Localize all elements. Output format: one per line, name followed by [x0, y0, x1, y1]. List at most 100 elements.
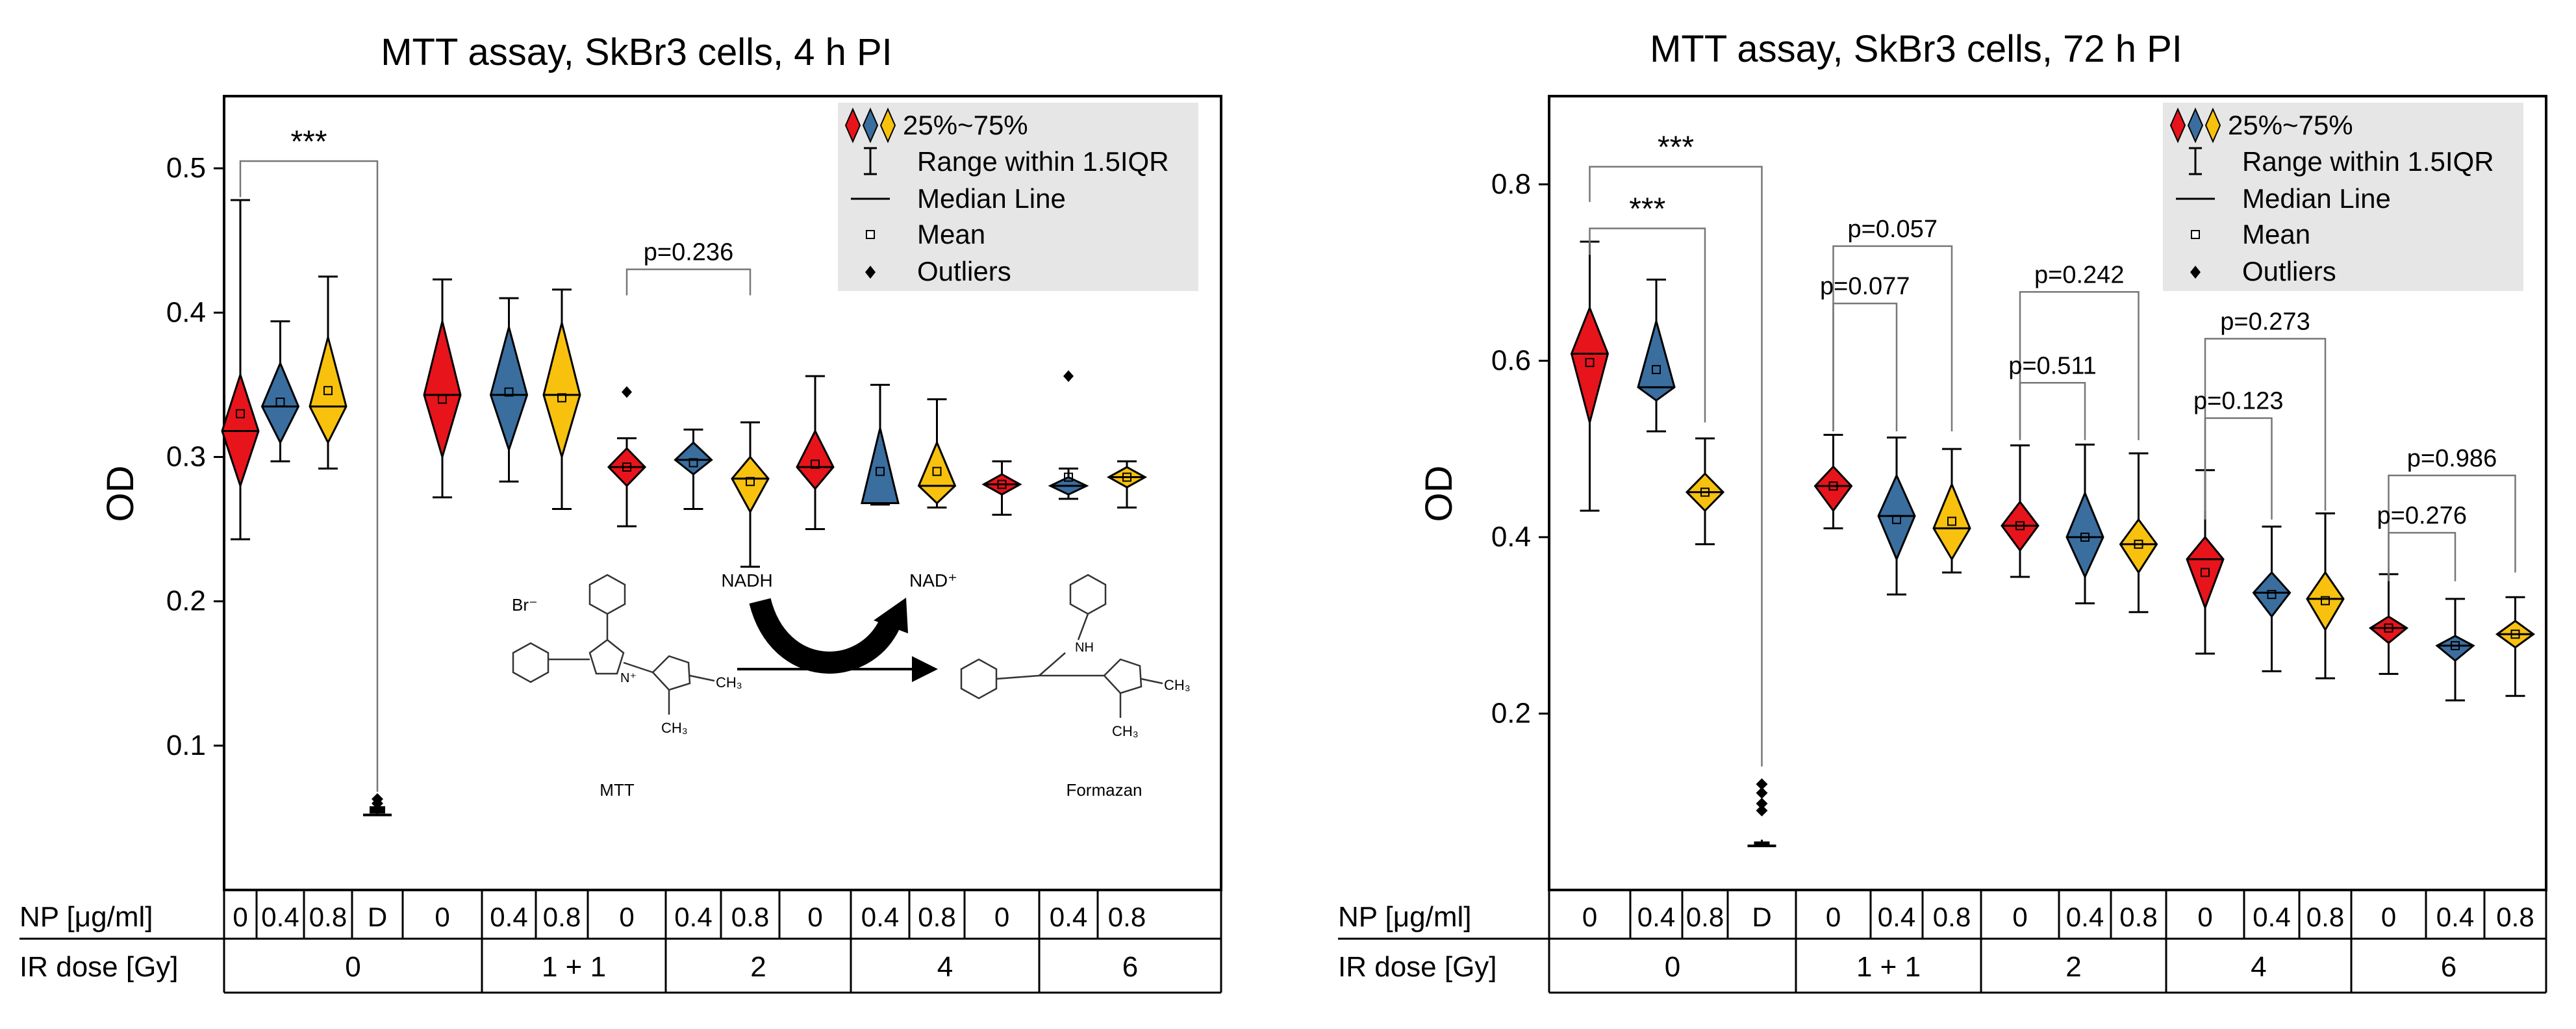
formazan-methyl-label: CH₃	[1112, 723, 1139, 739]
mean-marker	[504, 387, 514, 397]
mean-marker	[2321, 596, 2330, 605]
nadh-curved-arrowhead-icon	[874, 598, 908, 633]
violin-body	[1932, 481, 1971, 561]
ir-cell-label: 4	[937, 951, 953, 983]
np-cell-label: 0.8	[2119, 902, 2157, 932]
np-cell-label: 0.8	[2306, 902, 2344, 932]
mean-marker	[932, 466, 942, 476]
violin-body	[2065, 490, 2104, 579]
significance-label: p=0.236	[644, 239, 733, 266]
violin-body	[1570, 305, 1610, 427]
mean-marker	[2015, 521, 2025, 531]
significance-label: p=0.077	[1820, 273, 1910, 300]
legend-range-label: Range within 1.5IQR	[917, 146, 1169, 177]
legend-outlier-icon	[2190, 266, 2201, 279]
violin-blue	[2435, 598, 2475, 702]
y-tick-label: 0.3	[166, 440, 206, 472]
violin-black	[1747, 778, 1776, 848]
np-cell-label: 0	[2012, 902, 2027, 932]
violin-body	[2119, 518, 2158, 574]
mean-marker	[557, 393, 566, 403]
legend-mean-label: Mean	[917, 219, 985, 249]
ir-cell-label: 1 + 1	[542, 951, 606, 983]
mtt-methyl-label: CH₃	[716, 674, 742, 691]
violin-body	[423, 321, 462, 461]
violin-body	[309, 333, 347, 445]
np-cell-label: 0	[1826, 902, 1841, 932]
ir-cell-label: 2	[2065, 951, 2081, 983]
legend-diamond-yellow-icon	[2204, 107, 2221, 144]
violin-red	[1570, 240, 1610, 512]
significance-bracket: ***	[239, 125, 379, 792]
formazan-phenyl-left	[960, 658, 998, 700]
violin-red	[2368, 573, 2409, 675]
significance-label: p=0.276	[2377, 502, 2467, 529]
mean-marker	[2510, 629, 2520, 639]
legend-box-label: 25%~75%	[903, 110, 1028, 140]
mtt-label: MTT	[600, 780, 635, 800]
mean-marker	[688, 458, 698, 468]
significance-label: ***	[290, 125, 327, 159]
outlier-point	[1756, 797, 1768, 809]
mtt-n-plus-label: N⁺	[620, 671, 637, 685]
bracket-line	[1589, 227, 1706, 423]
formazan-bond	[996, 674, 1040, 680]
bracket-line	[2204, 338, 2327, 511]
legend-outlier-icon	[865, 266, 876, 279]
outlier-point	[1756, 804, 1768, 817]
bracket-line	[2204, 417, 2273, 520]
violin-body	[2306, 570, 2345, 632]
significance-label: p=0.123	[2193, 388, 2283, 415]
formazan-bond	[1039, 652, 1066, 676]
violin-blue	[861, 383, 900, 506]
legend-outliers-label: Outliers	[917, 256, 1011, 286]
legend-outliers-label: Outliers	[2242, 256, 2336, 286]
legend-mean-icon	[866, 230, 875, 239]
bracket-line	[1589, 166, 1763, 767]
legend-median-label: Median Line	[917, 183, 1066, 214]
category-table: NP [μg/ml]IR dose [Gy]0 0.4 0.8 D 0 0.4 0.8 0 0.…	[1338, 890, 2547, 994]
formazan-bond	[1141, 678, 1163, 685]
violin-body	[260, 361, 300, 445]
np-cell-label: 0.8	[731, 902, 769, 932]
mean-marker	[1064, 472, 1073, 482]
y-axis-label-right: OD	[1418, 466, 1460, 522]
mean-marker	[1652, 364, 1661, 374]
significance-label: ***	[1658, 131, 1694, 165]
significance-label: p=0.511	[2008, 352, 2097, 379]
np-cell-label: 0	[2197, 902, 2212, 932]
np-cell-label: 0.8	[1108, 902, 1146, 932]
bracket-line	[2388, 531, 2456, 581]
significance-bracket: p=0.242	[2019, 261, 2140, 440]
formazan-nh-label: NH	[1075, 641, 1094, 655]
ir-cell-label: 2	[750, 951, 766, 983]
bracket-line	[2019, 291, 2140, 440]
legend-mean-icon	[2191, 230, 2200, 239]
ir-cell-label: 0	[1665, 951, 1680, 983]
np-cell-label: 0	[1582, 902, 1597, 932]
box	[1754, 841, 1770, 846]
outlier-point	[1756, 778, 1768, 791]
legend-diamond-blue-icon	[862, 107, 879, 144]
mean-marker	[746, 477, 755, 487]
np-cell-label: D	[368, 902, 387, 932]
ir-cell-label: 6	[1122, 951, 1138, 983]
ir-cell-label: 0	[345, 951, 360, 983]
y-tick-label: 0.2	[166, 585, 206, 617]
violin-yellow	[2495, 596, 2536, 697]
mean-marker	[2451, 641, 2460, 650]
np-cell-label: 0.8	[543, 902, 581, 932]
mtt-bond	[623, 661, 653, 674]
legend-right: 25%~75% Range within 1.5IQR Median Line …	[2163, 103, 2523, 291]
np-cell-label: 0.4	[1878, 902, 1915, 932]
violin-black	[363, 793, 392, 817]
mean-marker	[2267, 590, 2277, 600]
violin-yellow	[1106, 460, 1148, 509]
ir-row-header: IR dose [Gy]	[1338, 951, 1497, 983]
mean-marker	[1585, 358, 1595, 368]
np-cell-label: 0	[994, 902, 1009, 932]
violin-yellow	[731, 421, 770, 568]
significance-bracket: p=0.511	[2008, 352, 2097, 440]
violin-body	[731, 455, 770, 514]
